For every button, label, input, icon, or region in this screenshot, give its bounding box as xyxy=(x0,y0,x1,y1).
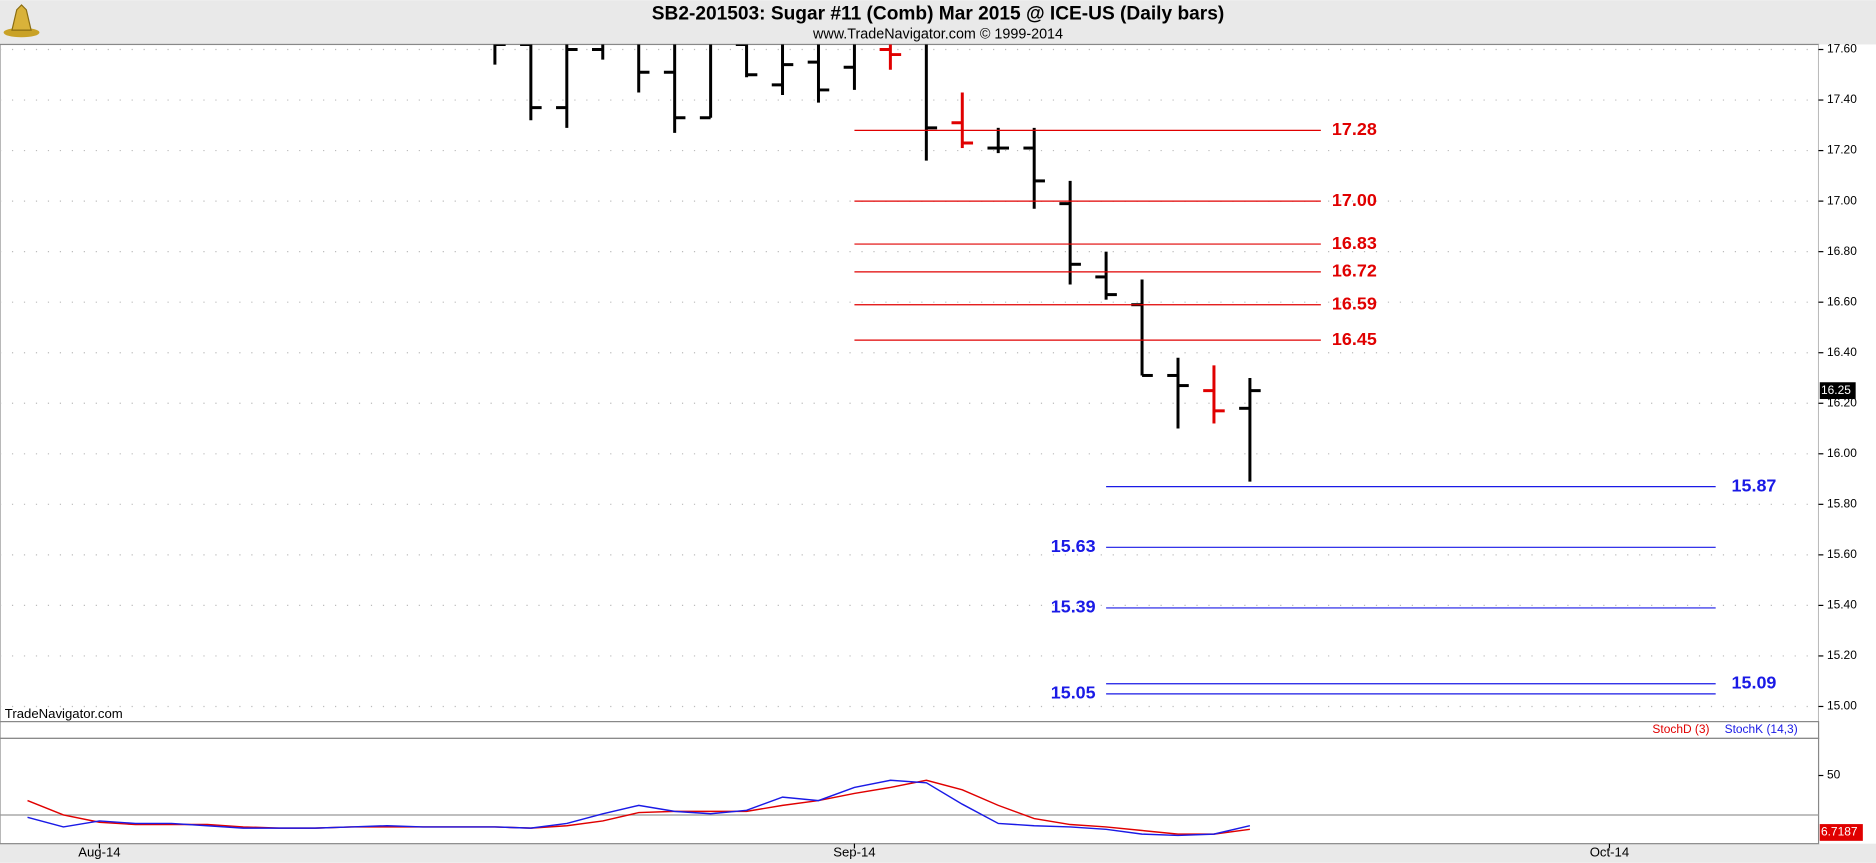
x-tick-label: Oct-14 xyxy=(1590,845,1629,860)
stoch-line xyxy=(27,779,1251,835)
y-tick-label: 15.60 xyxy=(1827,547,1857,561)
level-label: 16.83 xyxy=(1332,233,1377,253)
axis-column xyxy=(1818,44,1876,844)
level-label: 16.59 xyxy=(1332,293,1377,313)
stoch-panel xyxy=(0,737,1820,845)
price-panel xyxy=(0,43,1820,723)
level-label: 15.63 xyxy=(1051,536,1096,556)
y-tick-label: 17.00 xyxy=(1827,193,1857,207)
stoch-plot xyxy=(27,779,1251,837)
y-tick-label: 16.60 xyxy=(1827,294,1857,308)
level-label: 15.05 xyxy=(1051,683,1096,703)
level-label: 15.09 xyxy=(1732,672,1777,692)
level-label: 16.72 xyxy=(1332,261,1377,281)
level-label: 17.00 xyxy=(1332,190,1377,210)
level-label: 16.45 xyxy=(1332,329,1377,349)
y-tick-label: 15.80 xyxy=(1827,496,1857,510)
watermark: TradeNavigator.com xyxy=(5,706,123,721)
last-value-label: 6.7187 xyxy=(1821,825,1858,839)
legend-entry: StochD (3) xyxy=(1652,722,1709,736)
subtitle: www.TradeNavigator.com © 1999-2014 xyxy=(812,27,1063,43)
last-price-label: 16.25 xyxy=(1821,383,1851,397)
level-label: 15.39 xyxy=(1051,597,1096,617)
last-price-tag xyxy=(1819,382,1856,399)
stoch-line xyxy=(27,779,1251,837)
level-label: 17.28 xyxy=(1332,119,1377,139)
y-tick-label: 15.20 xyxy=(1827,648,1857,662)
y-tick-label: 15.00 xyxy=(1827,699,1857,713)
price-plot xyxy=(493,44,1716,695)
y-tick-label: 17.60 xyxy=(1827,42,1857,56)
y-tick-label: 50 xyxy=(1827,768,1841,782)
y-tick-label: 16.00 xyxy=(1827,446,1857,460)
legend-strip xyxy=(0,721,1820,739)
last-value-tag xyxy=(1819,824,1863,841)
logo xyxy=(3,4,40,38)
legend-entry: StochK (14,3) xyxy=(1725,722,1798,736)
x-tick-label: Aug-14 xyxy=(78,845,120,860)
x-tick-label: Sep-14 xyxy=(833,845,875,860)
y-tick-label: 16.40 xyxy=(1827,345,1857,359)
y-tick-label: 15.40 xyxy=(1827,598,1857,612)
y-tick-label: 17.20 xyxy=(1827,143,1857,157)
level-label: 15.87 xyxy=(1732,475,1777,495)
y-tick-label: 17.40 xyxy=(1827,92,1857,106)
y-tick-label: 16.80 xyxy=(1827,244,1857,258)
chart-title: SB2-201503: Sugar #11 (Comb) Mar 2015 @ … xyxy=(652,4,1224,25)
